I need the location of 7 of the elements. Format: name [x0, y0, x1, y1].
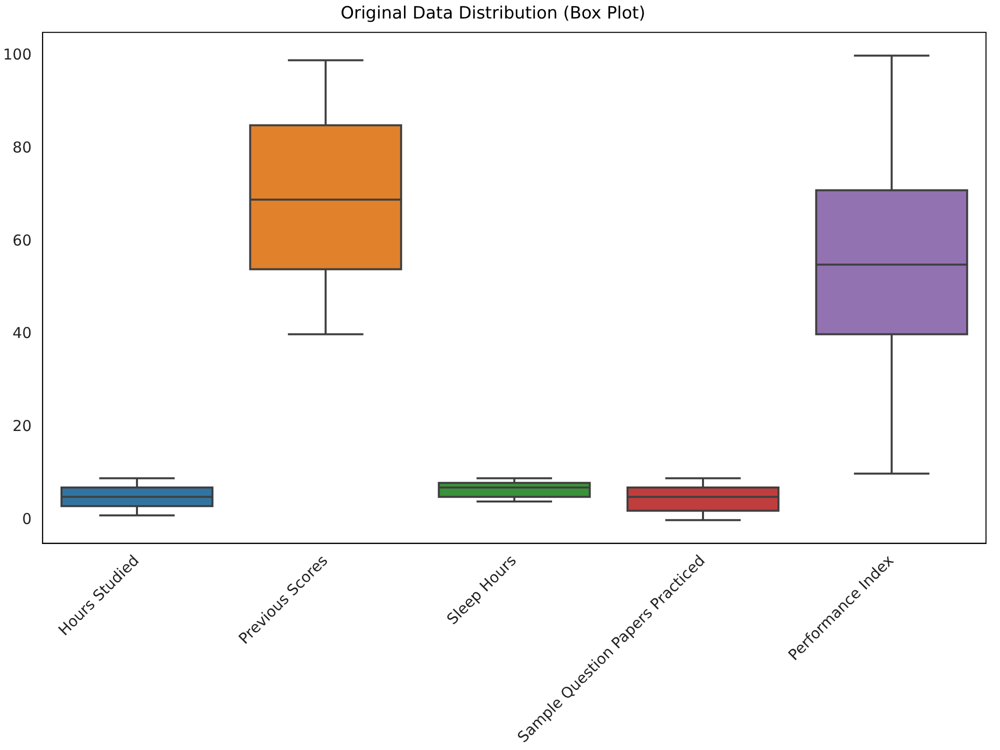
chart-title: Original Data Distribution (Box Plot)	[340, 4, 646, 24]
y-tick-label: 40	[12, 324, 32, 342]
y-tick-label: 0	[22, 510, 32, 528]
y-tick-label: 60	[12, 231, 32, 250]
y-tick-label: 80	[12, 138, 32, 156]
y-tick-label: 20	[12, 417, 32, 436]
y-tick-label: 100	[2, 46, 32, 64]
